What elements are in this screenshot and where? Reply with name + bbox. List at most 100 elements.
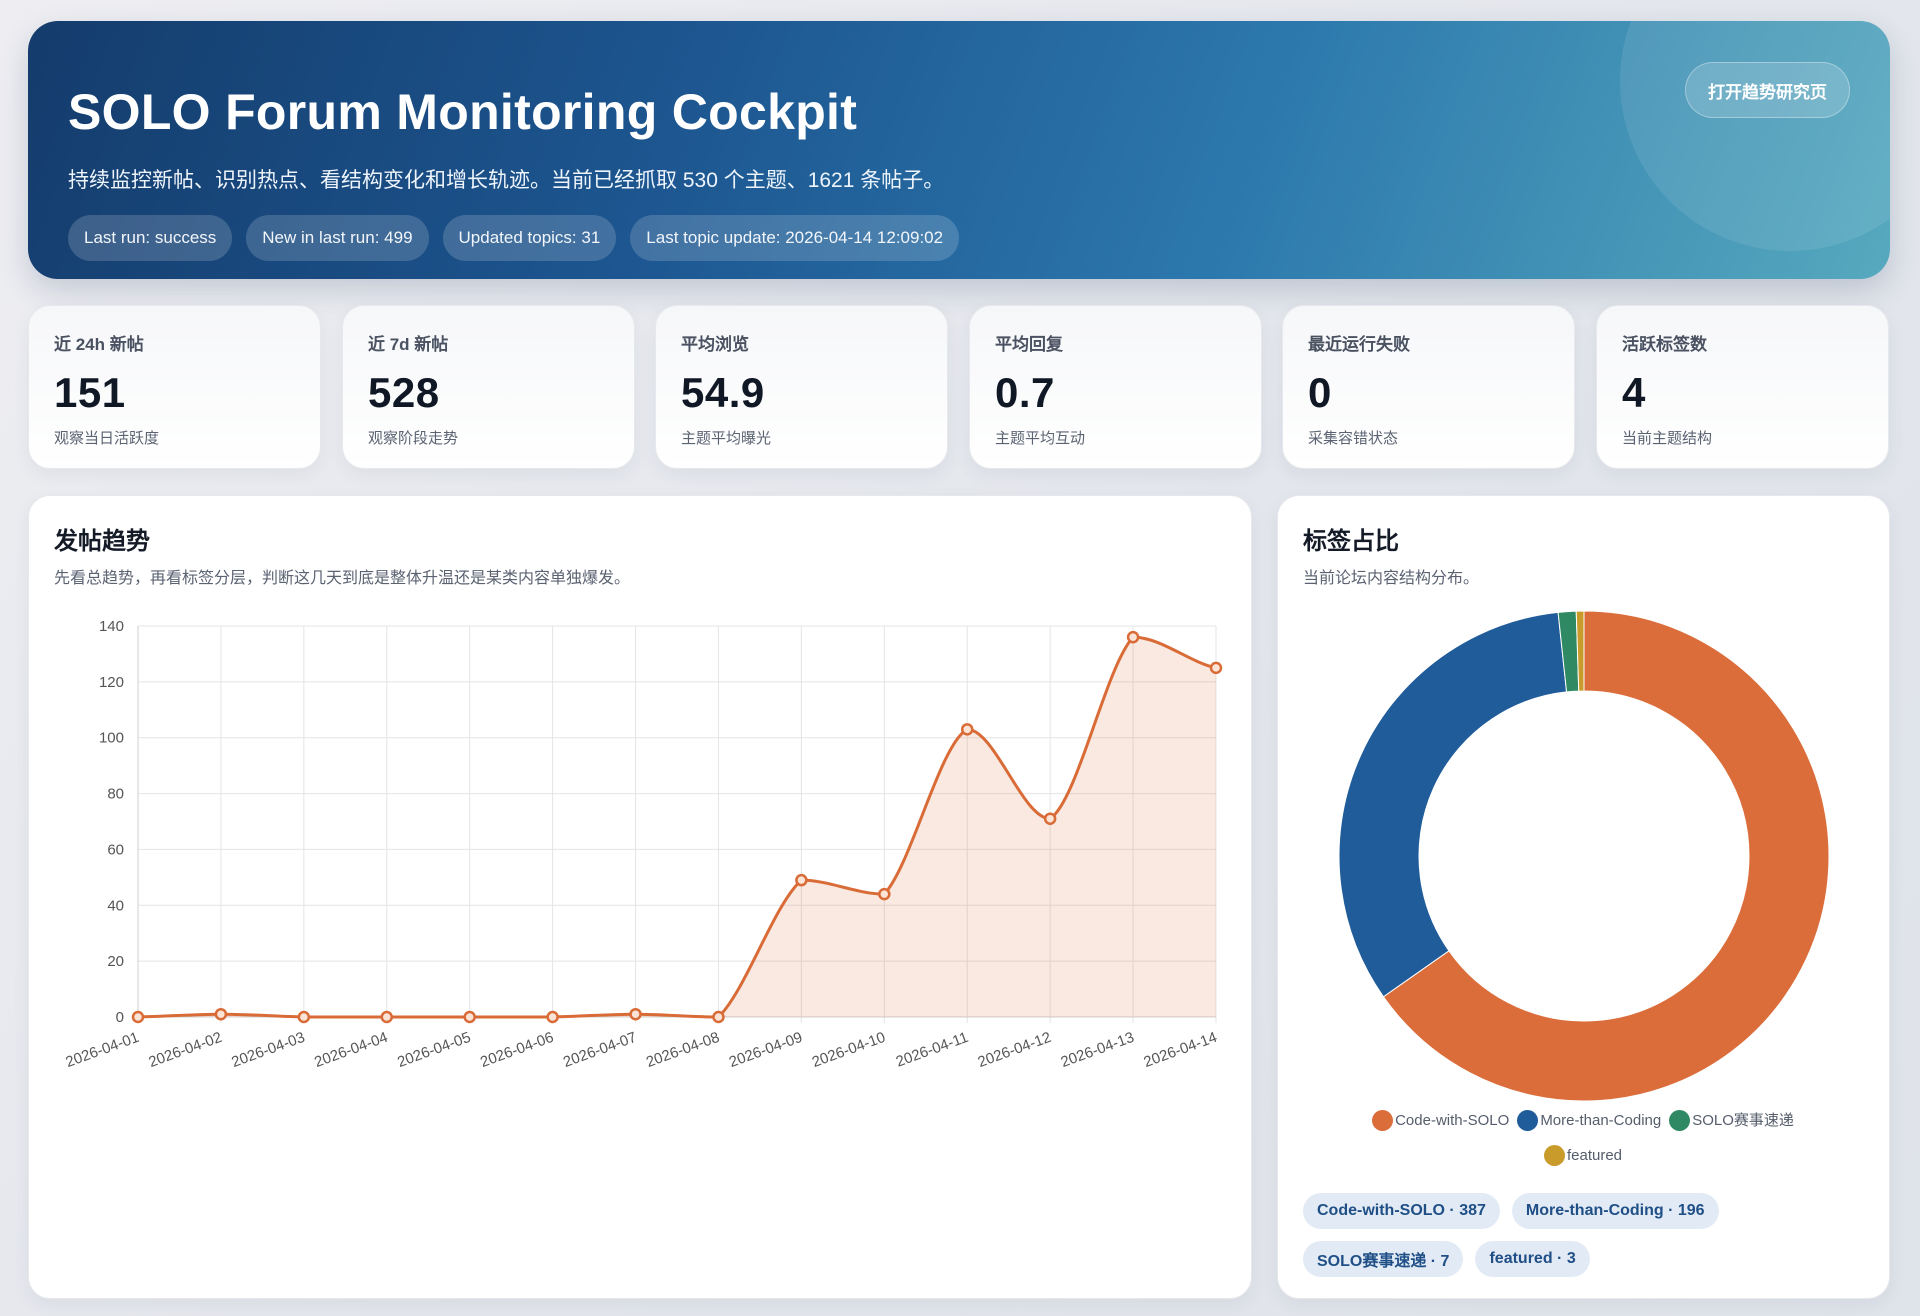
trend-panel-title: 发帖趋势: [54, 528, 150, 555]
tag-chip-featured[interactable]: featured · 3: [1475, 1241, 1590, 1277]
trend-data-point[interactable]: [546, 1010, 559, 1024]
stat-card-avg-replies: 平均回复 0.7 主题平均互动: [969, 305, 1262, 469]
donut-slice[interactable]: [1575, 610, 1585, 692]
stat-label: 近 24h 新帖: [54, 335, 144, 354]
stat-label: 最近运行失败: [1308, 335, 1410, 354]
decorative-circle: [1620, 21, 1890, 251]
stat-caption: 观察阶段走势: [368, 430, 459, 447]
trend-data-point[interactable]: [297, 1010, 311, 1024]
stat-card-24h-posts: 近 24h 新帖 151 观察当日活跃度: [28, 305, 321, 469]
stat-card-7d-posts: 近 7d 新帖 528 观察阶段走势: [342, 305, 635, 469]
x-tick-label: 2026-04-10: [810, 1029, 888, 1071]
x-tick-label: 2026-04-07: [561, 1029, 639, 1071]
trend-data-point[interactable]: [960, 723, 974, 736]
legend-label: Code-with-SOLO: [1395, 1112, 1510, 1129]
stat-label: 平均浏览: [681, 335, 749, 354]
stat-label: 活跃标签数: [1622, 335, 1707, 354]
x-tick-label: 2026-04-04: [312, 1029, 390, 1071]
trend-panel-subtitle: 先看总趋势，再看标签分层，判断这几天到底是整体升温还是某类内容单独爆发。: [54, 570, 631, 587]
y-tick-label: 0: [116, 1009, 124, 1026]
stat-label: 近 7d 新帖: [368, 335, 449, 354]
legend-label: More-than-Coding: [1540, 1112, 1662, 1129]
trend-data-point[interactable]: [878, 887, 891, 901]
tag-donut-chart[interactable]: [1278, 496, 1891, 1116]
stat-value: 54.9: [681, 369, 765, 416]
updated-topics-pill: Updated topics: 31: [442, 215, 617, 261]
tag-chip-more-than-coding[interactable]: More-than-Coding · 196: [1511, 1193, 1719, 1229]
x-tick-label: 2026-04-02: [146, 1029, 224, 1071]
tag-panel: 标签占比 当前论坛内容结构分布。 Code-with-SOLO More-than…: [1277, 495, 1890, 1299]
legend-swatch: [1372, 1110, 1394, 1131]
y-tick-label: 80: [107, 786, 124, 803]
x-tick-label: 2026-04-08: [644, 1029, 722, 1071]
legend-swatch: [1517, 1110, 1539, 1131]
x-tick-label: 2026-04-14: [1141, 1029, 1219, 1071]
y-tick-label: 40: [107, 897, 124, 914]
stat-value: 0: [1308, 369, 1332, 416]
legend-label: SOLO赛事速递: [1692, 1112, 1794, 1129]
x-tick-label: 2026-04-11: [894, 1029, 971, 1071]
legend-label: featured: [1566, 1147, 1623, 1164]
trend-data-point[interactable]: [712, 1010, 725, 1024]
tag-panel-subtitle: 当前论坛内容结构分布。: [1303, 570, 1480, 587]
y-tick-label: 120: [99, 674, 124, 691]
legend-swatch: [1543, 1145, 1565, 1166]
x-tick-label: 2026-04-06: [478, 1029, 556, 1071]
trend-data-point[interactable]: [629, 1007, 642, 1021]
y-tick-label: 100: [99, 730, 124, 747]
tag-panel-title: 标签占比: [1303, 528, 1399, 555]
x-tick-label: 2026-04-13: [1059, 1029, 1137, 1071]
trend-area-fill: [138, 637, 1216, 1017]
x-tick-label: 2026-04-01: [63, 1029, 141, 1071]
y-tick-label: 60: [107, 841, 124, 858]
last-topic-update-pill: Last topic update: 2026-04-14 12:09:02: [630, 215, 960, 261]
run-status-pills: Last run: success New in last run: 499 U…: [68, 215, 960, 261]
page-subtitle: 持续监控新帖、识别热点、看结构变化和增长轨迹。当前已经抓取 530 个主题、16…: [68, 169, 945, 192]
y-tick-label: 20: [107, 953, 124, 970]
trend-data-point[interactable]: [1043, 812, 1057, 825]
trend-data-point[interactable]: [380, 1010, 394, 1024]
trend-data-point[interactable]: [795, 873, 808, 887]
legend-item[interactable]: Code-with-SOLO: [1372, 1106, 1509, 1135]
trend-data-point[interactable]: [1126, 630, 1140, 644]
trend-data-point[interactable]: [463, 1010, 476, 1024]
stat-value: 0.7: [995, 369, 1055, 416]
trend-data-point[interactable]: [214, 1007, 228, 1021]
stat-label: 平均回复: [995, 335, 1063, 354]
donut-slice[interactable]: [1382, 610, 1830, 1102]
donut-legend: Code-with-SOLO More-than-Coding SOLO赛事速递 fe…: [1303, 1106, 1863, 1176]
tag-chip-code-with-solo[interactable]: Code-with-SOLO · 387: [1303, 1193, 1500, 1229]
legend-item[interactable]: SOLO赛事速递: [1669, 1106, 1794, 1135]
open-trend-research-button[interactable]: 打开趋势研究页: [1685, 62, 1850, 118]
stat-caption: 观察当日活跃度: [54, 430, 160, 447]
stat-value: 4: [1622, 369, 1646, 416]
legend-swatch: [1669, 1110, 1691, 1131]
stat-caption: 主题平均曝光: [681, 430, 772, 447]
trend-data-point[interactable]: [1209, 661, 1223, 675]
hero-banner: SOLO Forum Monitoring Cockpit 持续监控新帖、识别热…: [28, 21, 1890, 279]
tag-chip-solo-events[interactable]: SOLO赛事速递 · 7: [1303, 1241, 1464, 1277]
stat-value: 151: [54, 369, 126, 416]
x-tick-label: 2026-04-09: [727, 1029, 805, 1071]
x-tick-label: 2026-04-05: [395, 1029, 473, 1071]
trend-panel: 发帖趋势 先看总趋势，再看标签分层，判断这几天到底是整体升温还是某类内容单独爆发…: [28, 495, 1252, 1299]
new-in-last-run-pill: New in last run: 499: [246, 215, 429, 261]
legend-item[interactable]: featured: [1543, 1141, 1623, 1170]
stat-card-active-tags: 活跃标签数 4 当前主题结构: [1596, 305, 1889, 469]
x-tick-label: 2026-04-12: [976, 1029, 1054, 1071]
x-tick-label: 2026-04-03: [229, 1029, 307, 1071]
stat-value: 528: [368, 369, 440, 416]
tag-chip-list: Code-with-SOLO · 387 More-than-Coding · …: [1303, 1193, 1743, 1277]
legend-item[interactable]: More-than-Coding: [1517, 1106, 1661, 1135]
stat-caption: 当前主题结构: [1622, 430, 1713, 447]
y-tick-label: 140: [99, 618, 124, 635]
donut-slice[interactable]: [1338, 611, 1568, 998]
stat-card-recent-failures: 最近运行失败 0 采集容错状态: [1282, 305, 1575, 469]
stat-caption: 采集容错状态: [1308, 430, 1399, 447]
stat-caption: 主题平均互动: [995, 430, 1086, 447]
page-title: SOLO Forum Monitoring Cockpit: [68, 84, 858, 140]
last-run-pill: Last run: success: [68, 215, 233, 261]
stat-card-avg-views: 平均浏览 54.9 主题平均曝光: [655, 305, 948, 469]
trend-data-point[interactable]: [131, 1010, 145, 1024]
